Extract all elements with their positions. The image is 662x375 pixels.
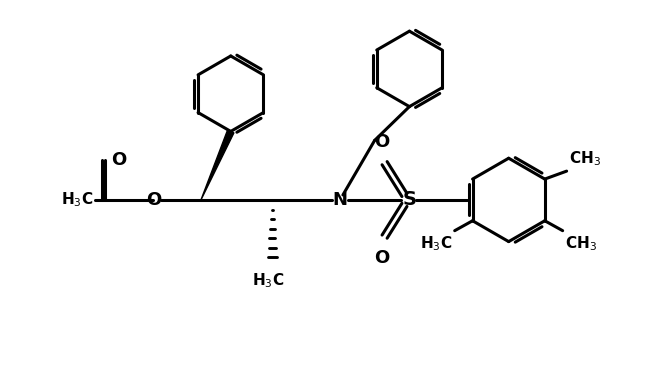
Text: N: N xyxy=(332,191,348,209)
Polygon shape xyxy=(201,130,234,200)
Text: CH$_3$: CH$_3$ xyxy=(565,235,596,254)
Text: O: O xyxy=(374,133,389,151)
Text: O: O xyxy=(111,151,126,169)
Text: O: O xyxy=(146,191,161,209)
Text: H$_3$C: H$_3$C xyxy=(420,235,453,254)
Text: O: O xyxy=(374,249,389,267)
Text: H$_3$C: H$_3$C xyxy=(252,272,285,290)
Text: H$_3$C: H$_3$C xyxy=(62,190,94,209)
Text: CH$_3$: CH$_3$ xyxy=(569,150,600,168)
Text: S: S xyxy=(402,190,416,209)
